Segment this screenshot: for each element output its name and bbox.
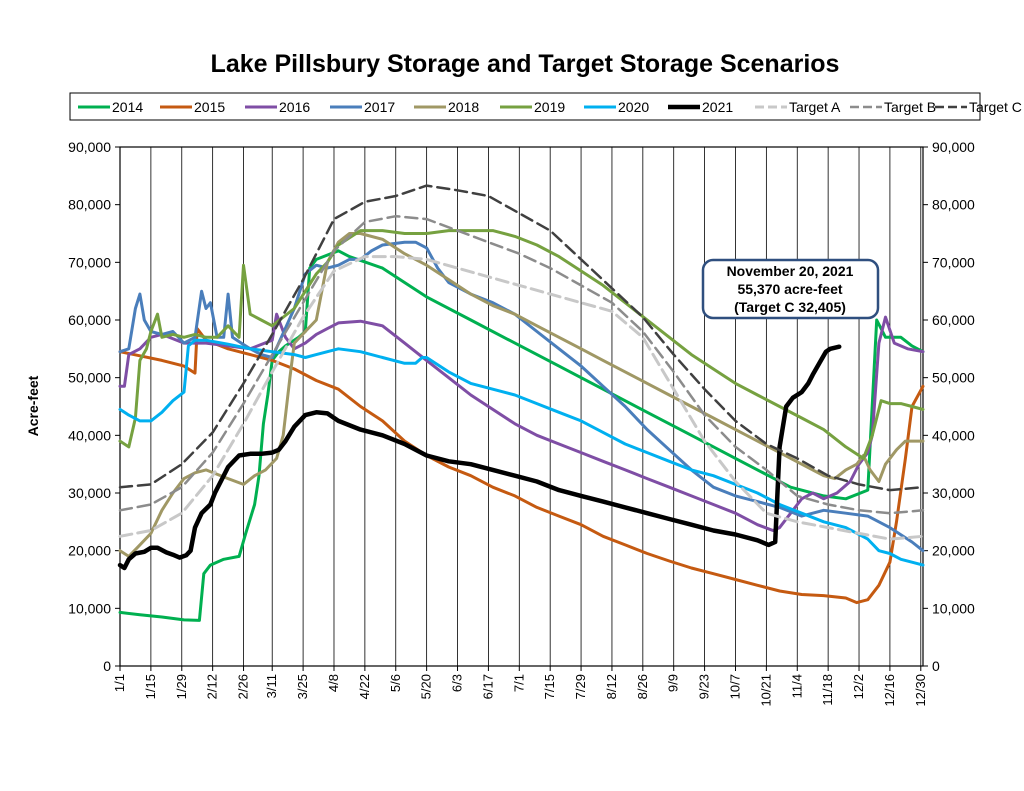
y-tick-label-right: 0 <box>932 658 940 674</box>
x-tick-label: 8/12 <box>604 674 619 699</box>
y-tick-label-left: 90,000 <box>68 139 111 155</box>
annotation-box <box>701 258 880 320</box>
y-tick-label-left: 50,000 <box>68 370 111 386</box>
legend-label: Target A <box>789 99 841 115</box>
x-tick-label: 1/29 <box>174 674 189 699</box>
plot-area <box>119 146 924 667</box>
y-axis-label: Acre-feet <box>25 375 41 436</box>
y-tick-label-right: 20,000 <box>932 543 975 559</box>
legend-label: 2019 <box>534 99 565 115</box>
y-tick-label-right: 60,000 <box>932 312 975 328</box>
y-tick-label-left: 0 <box>103 658 111 674</box>
grid-lines <box>119 147 922 666</box>
series-line-2017 <box>118 240 925 553</box>
series-line-target-b <box>118 214 925 515</box>
series-line-2019 <box>118 229 925 460</box>
y-tick-label-left: 20,000 <box>68 543 111 559</box>
y-tick-label-left: 10,000 <box>68 600 111 616</box>
y-tick-label-right: 70,000 <box>932 254 975 270</box>
legend-label: 2018 <box>448 99 479 115</box>
legend-label: 2020 <box>618 99 649 115</box>
chart-title: Lake Pillsbury Storage and Target Storag… <box>211 50 840 78</box>
y-tick-label-left: 80,000 <box>68 197 111 213</box>
y-tick-label-left: 30,000 <box>68 485 111 501</box>
y-tick-label-left: 70,000 <box>68 254 111 270</box>
x-tick-label: 5/6 <box>388 674 403 692</box>
legend-label: Target B <box>884 99 936 115</box>
x-tick-label: 6/3 <box>450 674 465 692</box>
x-tick-label: 4/22 <box>357 674 372 699</box>
y-tick-label-right: 10,000 <box>932 600 975 616</box>
y-axis-right: 0 10,000 20,000 30,000 40,000 50,000 60,000 70,… <box>923 139 975 674</box>
series-line-target-a <box>118 255 925 541</box>
annotation-line-2: 55,370 acre-feet <box>737 281 842 297</box>
x-tick-label: 8/26 <box>635 674 650 699</box>
y-tick-label-right: 30,000 <box>932 485 975 501</box>
annotation-line-3: (Target C 32,405) <box>734 299 846 315</box>
x-tick-label: 7/29 <box>573 674 588 699</box>
x-tick-label: 10/21 <box>758 674 773 707</box>
x-tick-label: 2/26 <box>236 674 251 699</box>
x-tick-label: 2/12 <box>205 674 220 699</box>
x-tick-label: 12/16 <box>882 674 897 707</box>
y-tick-label-right: 80,000 <box>932 197 975 213</box>
x-tick-label: 11/18 <box>820 674 835 706</box>
legend-label: 2014 <box>112 99 143 115</box>
x-tick-label: 7/15 <box>542 674 557 699</box>
x-tick-label: 9/23 <box>697 674 712 699</box>
series-line-2015 <box>118 327 925 605</box>
legend-label: 2015 <box>194 99 225 115</box>
x-tick-label: 5/20 <box>419 674 434 699</box>
y-tick-label-left: 60,000 <box>68 312 111 328</box>
x-tick-label: 3/25 <box>295 674 310 699</box>
y-tick-label-right: 50,000 <box>932 370 975 386</box>
legend-label: 2016 <box>279 99 310 115</box>
x-axis: 1/1 1/15 1/29 2/12 2/26 3/11 3/25 4/8 4/22 5/6 5/2… <box>112 666 928 707</box>
legend: 2014 2015 2016 2017 2018 2019 2020 2021 Target A… <box>78 99 1022 115</box>
x-tick-label: 6/17 <box>480 674 495 699</box>
y-axis-left: 0 10,000 20,000 30,000 40,000 50,000 60,000 70,… <box>68 139 120 674</box>
x-tick-label: 11/4 <box>789 674 804 698</box>
x-tick-label: 12/30 <box>913 674 928 707</box>
x-tick-label: 1/15 <box>143 674 158 699</box>
x-tick-label: 12/2 <box>851 674 866 699</box>
x-tick-label: 10/7 <box>727 674 742 699</box>
series-lines <box>117 184 925 622</box>
series-line-2021 <box>117 344 842 571</box>
annotation-callout: November 20, 2021 55,370 acre-feet (Targ… <box>701 258 880 320</box>
y-tick-label-right: 90,000 <box>932 139 975 155</box>
legend-label: Target C <box>969 99 1022 115</box>
y-tick-label-right: 40,000 <box>932 427 975 443</box>
x-tick-label: 9/9 <box>666 674 681 692</box>
x-tick-label: 7/1 <box>511 674 526 692</box>
legend-label: 2021 <box>702 99 733 115</box>
y-tick-label-left: 40,000 <box>68 427 111 443</box>
x-tick-label: 3/11 <box>264 674 279 698</box>
x-tick-label: 1/1 <box>112 674 127 692</box>
x-tick-label: 4/8 <box>326 674 341 692</box>
annotation-line-1: November 20, 2021 <box>727 263 854 279</box>
series-line-2020 <box>118 338 925 567</box>
series-line-target-c <box>118 184 925 492</box>
legend-label: 2017 <box>364 99 395 115</box>
